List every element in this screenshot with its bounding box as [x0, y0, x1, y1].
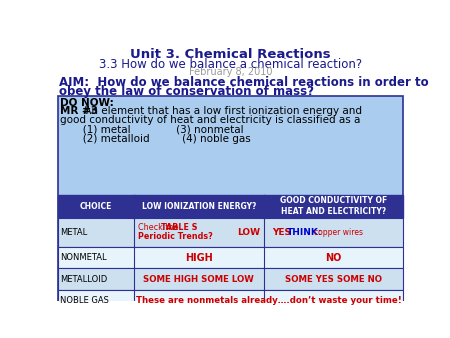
Text: These are nonmetals already….don’t waste your time!: These are nonmetals already….don’t waste…: [136, 296, 401, 305]
Text: NONMETAL: NONMETAL: [60, 253, 107, 262]
Text: Periodic Trends?: Periodic Trends?: [138, 233, 212, 241]
Text: THINK:: THINK:: [287, 228, 323, 237]
Text: CHOICE: CHOICE: [80, 201, 112, 211]
Text: (2) metalloid          (4) noble gas: (2) metalloid (4) noble gas: [60, 134, 251, 144]
FancyBboxPatch shape: [58, 96, 404, 312]
Text: TABLE S: TABLE S: [161, 223, 198, 232]
Text: good conductivity of heat and electricity is classified as a: good conductivity of heat and electricit…: [60, 115, 360, 125]
Text: HIGH: HIGH: [185, 253, 213, 263]
Text: GOOD CONDUCTIVITY OF
HEAT AND ELECTRICITY?: GOOD CONDUCTIVITY OF HEAT AND ELECTRICIT…: [280, 196, 387, 216]
FancyBboxPatch shape: [58, 247, 404, 268]
Text: LOW IONIZATION ENERGY?: LOW IONIZATION ENERGY?: [142, 201, 256, 211]
Text: 3.3 How do we balance a chemical reaction?: 3.3 How do we balance a chemical reactio…: [99, 57, 362, 71]
Text: An element that has a low first ionization energy and: An element that has a low first ionizati…: [81, 106, 362, 116]
Text: YES: YES: [272, 228, 291, 237]
Text: SOME YES SOME NO: SOME YES SOME NO: [285, 275, 382, 284]
Text: METAL: METAL: [60, 228, 87, 237]
FancyBboxPatch shape: [58, 290, 404, 312]
Text: DO NOW:: DO NOW:: [60, 98, 114, 107]
Text: MR #3: MR #3: [60, 106, 98, 116]
FancyBboxPatch shape: [58, 218, 404, 247]
Text: LOW: LOW: [237, 228, 260, 237]
Text: obey the law of conservation of mass?: obey the law of conservation of mass?: [59, 85, 315, 98]
FancyBboxPatch shape: [58, 268, 404, 290]
FancyBboxPatch shape: [58, 195, 404, 218]
Text: NOBLE GAS: NOBLE GAS: [60, 296, 109, 305]
Text: AIM:  How do we balance chemical reactions in order to: AIM: How do we balance chemical reaction…: [59, 76, 429, 89]
Text: Unit 3. Chemical Reactions: Unit 3. Chemical Reactions: [130, 48, 331, 61]
Text: METALLOID: METALLOID: [60, 275, 108, 284]
Text: SOME HIGH SOME LOW: SOME HIGH SOME LOW: [144, 275, 254, 284]
Text: NO: NO: [325, 253, 342, 263]
Text: copper wires: copper wires: [314, 228, 363, 237]
Text: Check the: Check the: [138, 223, 180, 232]
Text: February 8, 2010: February 8, 2010: [189, 67, 272, 77]
Text: (1) metal              (3) nonmetal: (1) metal (3) nonmetal: [60, 124, 244, 135]
